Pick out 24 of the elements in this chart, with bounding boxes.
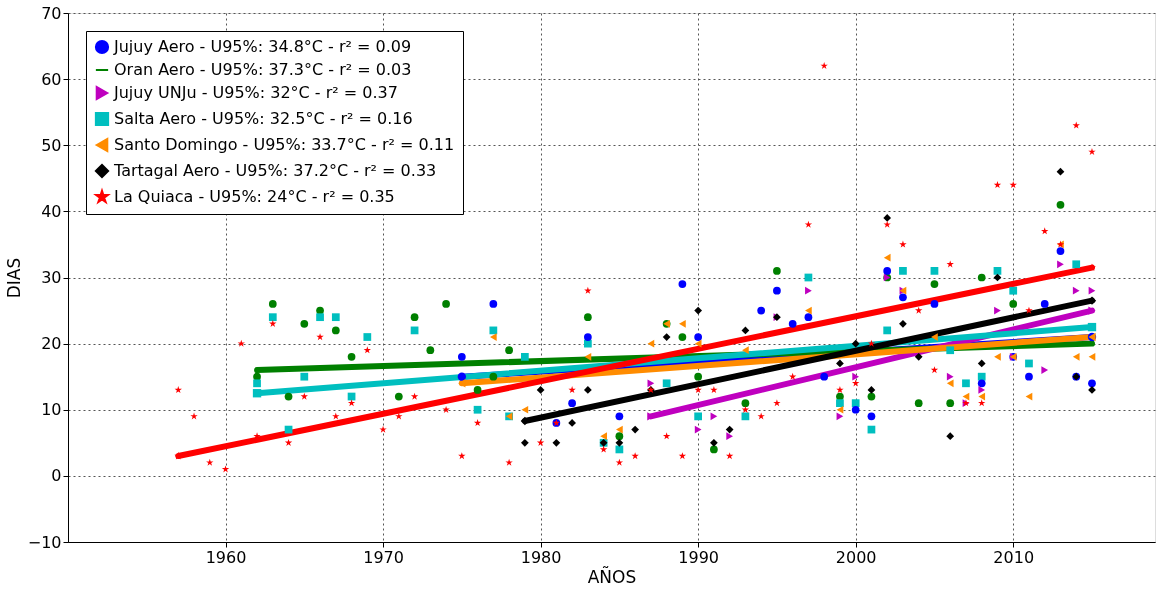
y-tick-label: 30 (41, 268, 62, 287)
x-tick-label: 2000 (835, 547, 877, 567)
legend-label: Tartagal Aero - U95%: 37.2°C - r² = 0.33 (113, 161, 437, 180)
legend-label: Jujuy Aero - U95%: 34.8°C - r² = 0.09 (113, 37, 412, 56)
x-tick-label: 1990 (678, 547, 719, 567)
y-tick-label: 10 (41, 400, 62, 420)
x-tick-label: 1980 (520, 547, 562, 567)
y-tick-label: 0 (51, 466, 62, 486)
legend-label: Salta Aero - U95%: 32.5°C - r² = 0.16 (114, 109, 413, 128)
legend-label: Oran Aero - U95%: 37.3°C - r² = 0.03 (114, 60, 412, 79)
legend-label: Jujuy UNJu - U95%: 32°C - r² = 0.37 (113, 83, 398, 102)
y-tick-label: −10 (27, 532, 62, 552)
legend-label: Santo Domingo - U95%: 33.7°C - r² = 0.11 (114, 135, 455, 154)
x-tick-label: 1970 (363, 547, 404, 567)
x-tick-label: 1960 (205, 547, 247, 567)
y-tick-label: 50 (41, 135, 62, 155)
x-axis-title: AÑOS (587, 565, 637, 587)
y-tick-label: 40 (41, 201, 62, 221)
legend-label: La Quiaca - U95%: 24°C - r² = 0.35 (114, 187, 395, 206)
y-tick-label: 20 (41, 334, 62, 354)
y-axis-title: DIAS (3, 257, 24, 299)
y-tick-label: 70 (41, 3, 62, 23)
y-tick-label: 60 (41, 69, 62, 89)
x-tick-label: 2010 (993, 547, 1035, 567)
